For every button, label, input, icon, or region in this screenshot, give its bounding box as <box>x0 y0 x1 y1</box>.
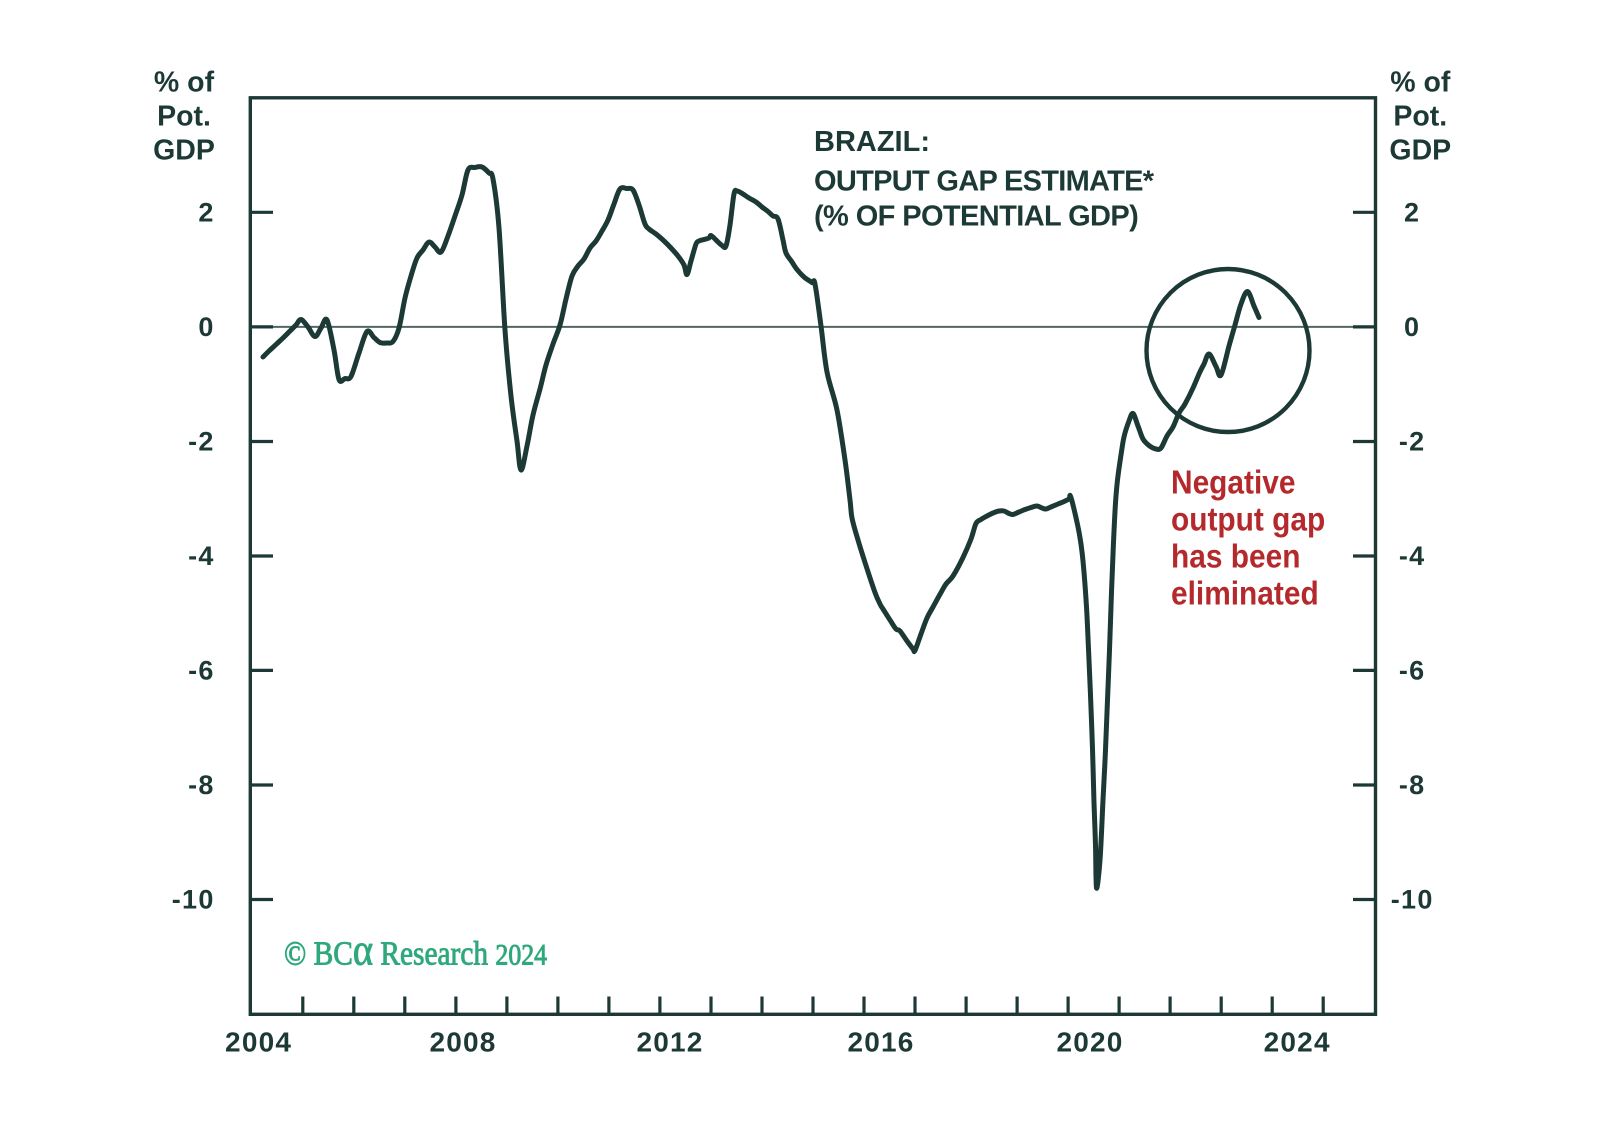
svg-text:-4: -4 <box>1399 541 1426 571</box>
svg-text:-8: -8 <box>1399 770 1426 800</box>
svg-text:GDP: GDP <box>1389 135 1451 167</box>
svg-text:0: 0 <box>198 312 214 342</box>
svg-text:-6: -6 <box>1399 656 1426 686</box>
svg-text:2020: 2020 <box>1056 1027 1123 1058</box>
svg-text:-4: -4 <box>188 541 215 571</box>
svg-text:-2: -2 <box>188 427 215 457</box>
svg-text:© BCα Research 2024: © BCα Research 2024 <box>284 925 547 974</box>
svg-text:2004: 2004 <box>225 1027 292 1058</box>
svg-text:eliminated: eliminated <box>1171 575 1319 612</box>
svg-text:2: 2 <box>1404 198 1420 228</box>
svg-text:has been: has been <box>1171 538 1300 575</box>
svg-text:Pot.: Pot. <box>1393 101 1447 133</box>
svg-text:output gap: output gap <box>1171 501 1325 538</box>
svg-text:(% OF POTENTIAL GDP): (% OF POTENTIAL GDP) <box>814 201 1138 233</box>
svg-text:2: 2 <box>198 198 214 228</box>
svg-text:-2: -2 <box>1399 427 1426 457</box>
svg-text:0: 0 <box>1404 312 1420 342</box>
svg-text:% of: % of <box>154 67 215 99</box>
svg-text:2016: 2016 <box>847 1027 914 1058</box>
svg-text:2024: 2024 <box>1264 1027 1331 1058</box>
svg-text:OUTPUT GAP ESTIMATE*: OUTPUT GAP ESTIMATE* <box>814 165 1155 197</box>
svg-text:-10: -10 <box>172 885 215 915</box>
svg-text:-6: -6 <box>188 656 215 686</box>
svg-text:-8: -8 <box>188 770 215 800</box>
svg-text:2012: 2012 <box>636 1027 703 1058</box>
svg-text:BRAZIL:: BRAZIL: <box>814 126 930 158</box>
svg-text:-10: -10 <box>1391 885 1434 915</box>
svg-text:Pot.: Pot. <box>157 101 211 133</box>
svg-text:% of: % of <box>1390 67 1451 99</box>
svg-text:2008: 2008 <box>429 1027 496 1058</box>
svg-text:Negative: Negative <box>1171 464 1295 501</box>
svg-text:GDP: GDP <box>153 135 215 167</box>
